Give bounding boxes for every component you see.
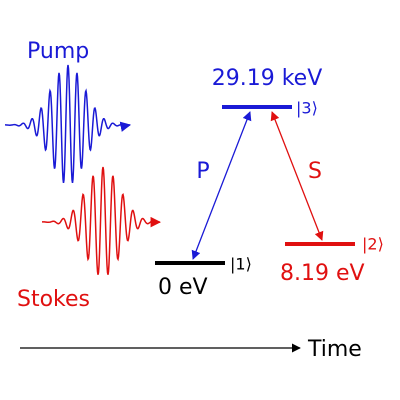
ket-3: |3⟩ (296, 99, 318, 118)
energy-2: 8.19 eV (280, 261, 365, 286)
energy-3: 29.19 keV (212, 66, 323, 91)
stokes-label: Stokes (17, 287, 90, 312)
pump-pulse (5, 64, 132, 184)
ket-1: |1⟩ (230, 255, 252, 274)
stokes-pulse (42, 166, 162, 275)
stokes-transition (270, 111, 324, 241)
energy-1: 0 eV (158, 275, 208, 300)
time-label: Time (307, 337, 362, 362)
pump-transition (191, 111, 252, 260)
pump-transition-label: P (196, 159, 209, 184)
pump-label: Pump (27, 39, 89, 64)
stokes-transition-label: S (308, 159, 322, 184)
ket-2: |2⟩ (362, 235, 384, 254)
